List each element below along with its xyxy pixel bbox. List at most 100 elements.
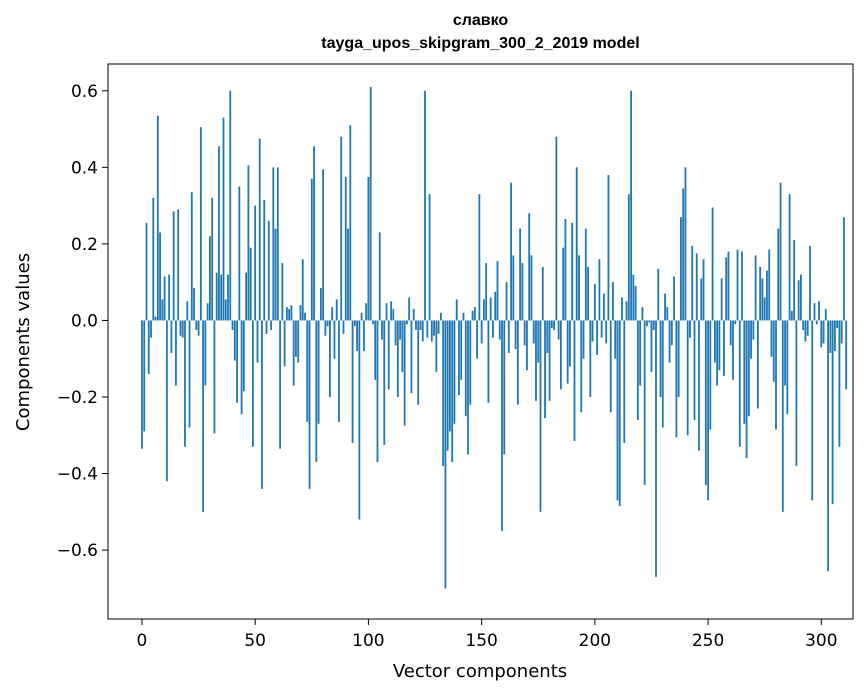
bar [593, 284, 596, 321]
bar [410, 320, 413, 394]
bar [372, 320, 374, 325]
bar [326, 320, 329, 327]
y-tick-label: −0.4 [57, 465, 98, 485]
x-tick-label: 100 [352, 631, 384, 651]
bar [215, 272, 218, 321]
bar [772, 320, 775, 382]
bar [584, 228, 587, 321]
bar [258, 138, 261, 321]
bar [732, 320, 734, 380]
bar [573, 320, 576, 442]
x-tick-label: 300 [805, 631, 837, 651]
bar [781, 320, 784, 512]
bar [349, 125, 352, 321]
bar [501, 320, 503, 531]
bar [507, 320, 510, 353]
bar [727, 251, 730, 321]
bar [254, 205, 257, 321]
bar [634, 286, 637, 321]
bar [242, 320, 245, 392]
bar [736, 249, 739, 321]
bar [623, 320, 626, 443]
bar [614, 320, 617, 359]
bar [233, 320, 236, 361]
bar [222, 117, 225, 321]
bar [544, 320, 546, 419]
bar [621, 297, 623, 321]
bar [603, 293, 605, 321]
bar [843, 217, 845, 321]
bar [476, 320, 479, 359]
bar [627, 194, 630, 321]
bar [274, 228, 277, 321]
bar [575, 167, 578, 321]
bar [745, 320, 748, 459]
bar [680, 217, 682, 321]
bar [267, 220, 270, 321]
bar [469, 320, 472, 405]
bar [442, 320, 445, 466]
bar [625, 301, 628, 321]
bar [702, 259, 705, 321]
bar [840, 320, 843, 344]
bar [768, 249, 771, 321]
bar [324, 320, 327, 336]
bar [775, 320, 777, 430]
bar [319, 287, 322, 321]
bar [322, 169, 325, 321]
bar [809, 245, 811, 321]
bar [639, 320, 642, 386]
bar [430, 320, 433, 342]
bar [170, 320, 173, 353]
bar [747, 320, 750, 417]
bar [279, 320, 281, 449]
bar [288, 308, 291, 321]
bar [777, 228, 780, 321]
bar [489, 297, 492, 321]
bar [818, 301, 820, 321]
bar [426, 320, 429, 338]
bar [156, 115, 159, 321]
bar [283, 320, 286, 367]
bar [612, 282, 614, 321]
bar [691, 245, 694, 321]
bar [168, 274, 171, 321]
bar [646, 320, 648, 327]
bar [487, 320, 490, 403]
bar [519, 228, 522, 321]
bar [716, 320, 719, 386]
bar [455, 299, 458, 321]
bar [526, 320, 528, 371]
bar [720, 278, 723, 321]
bar [408, 297, 411, 321]
bar [754, 255, 757, 321]
bar [297, 320, 300, 363]
bar [659, 320, 662, 397]
bar [381, 320, 383, 340]
bar [281, 263, 284, 321]
bar [682, 188, 685, 321]
bar [786, 320, 789, 415]
bar [652, 320, 655, 331]
bar [605, 320, 608, 344]
bar [376, 320, 379, 463]
bar [145, 222, 148, 321]
bar [632, 274, 635, 321]
bar [510, 182, 512, 321]
bar [304, 312, 306, 321]
bar [838, 320, 841, 447]
bar [428, 194, 431, 321]
bar [811, 320, 814, 501]
x-axis-ticks: 0 50 100 150 200 250 300 [137, 619, 838, 651]
bar [600, 320, 603, 338]
bar [831, 320, 834, 505]
y-tick-label: 0.2 [71, 235, 98, 255]
bar [827, 320, 829, 572]
bar [698, 320, 700, 451]
bar [433, 320, 435, 336]
y-axis-label: Components values [13, 253, 34, 431]
bar [236, 320, 238, 403]
bar [211, 197, 214, 321]
bar [202, 320, 205, 512]
bar [365, 303, 368, 321]
